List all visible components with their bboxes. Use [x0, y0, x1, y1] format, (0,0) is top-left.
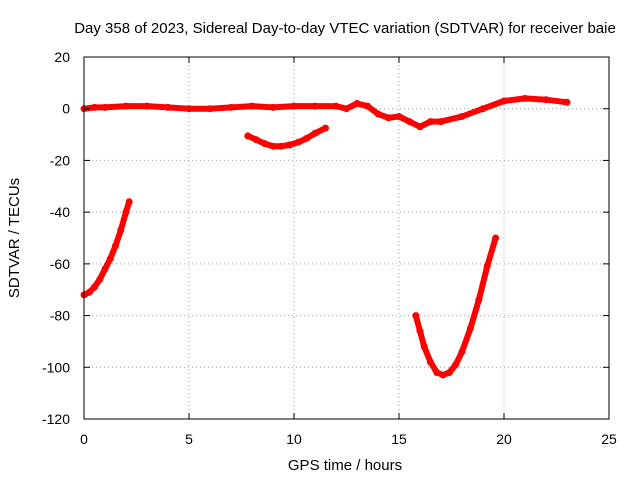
- data-point: [143, 102, 151, 110]
- data-point: [406, 118, 413, 126]
- y-tick-label: 20: [54, 49, 70, 65]
- data-point: [416, 123, 424, 131]
- plot-frame: [83, 56, 610, 420]
- data-point: [294, 138, 302, 146]
- data-point: [91, 103, 98, 111]
- data-point: [374, 110, 382, 118]
- data-point: [96, 275, 104, 283]
- data-point: [521, 94, 529, 102]
- data-point: [91, 283, 98, 291]
- y-tick-label: 0: [62, 101, 70, 117]
- data-point: [106, 255, 114, 263]
- data-point: [101, 103, 109, 111]
- series-arc-1: [81, 198, 133, 298]
- y-tick-label: -40: [50, 204, 70, 220]
- data-point: [164, 103, 172, 111]
- data-point: [206, 105, 214, 113]
- data-point: [343, 105, 350, 113]
- data-point: [395, 113, 403, 120]
- data-point: [479, 105, 487, 113]
- data-point: [353, 100, 361, 107]
- data-point: [412, 312, 420, 320]
- data-point: [303, 134, 311, 142]
- data-point: [416, 327, 424, 335]
- data-point: [269, 142, 277, 150]
- points-arc-1: [80, 198, 133, 299]
- data-point: [475, 296, 483, 304]
- points-arc-3: [412, 234, 500, 379]
- data-point: [117, 226, 125, 234]
- data-point: [385, 114, 392, 122]
- data-point: [445, 369, 453, 376]
- data-point: [269, 103, 277, 111]
- y-tick-label: -80: [50, 308, 70, 324]
- x-tick-label: 10: [286, 431, 302, 447]
- data-point: [452, 361, 460, 369]
- data-point: [122, 102, 130, 110]
- data-point: [563, 98, 571, 106]
- data-point: [483, 262, 491, 270]
- data-point: [112, 242, 119, 250]
- data-point: [122, 208, 130, 216]
- y-tick-label: -100: [42, 359, 70, 375]
- y-tick-label: -20: [50, 152, 70, 168]
- data-point: [433, 369, 441, 376]
- data-point: [311, 129, 319, 137]
- points-arc-2: [244, 124, 329, 150]
- points-main-trace: [80, 94, 571, 131]
- data-point: [286, 141, 294, 149]
- data-point: [85, 288, 93, 296]
- series-arc-2: [244, 125, 329, 150]
- data-point: [125, 198, 133, 206]
- data-point: [261, 140, 269, 148]
- data-point: [332, 102, 340, 110]
- data-point: [439, 371, 447, 379]
- data-point: [277, 142, 285, 150]
- axis-ticks: 0 5 10 15 20 25 -120 -100 -80 -60 -40 -20 0 20: [42, 49, 617, 447]
- data-point: [466, 325, 474, 332]
- data-point: [227, 103, 235, 111]
- data-point: [185, 105, 193, 113]
- data-point: [427, 358, 434, 366]
- data-point: [492, 234, 500, 242]
- data-point: [290, 102, 298, 110]
- data-point: [458, 113, 466, 120]
- x-tick-label: 5: [185, 431, 193, 447]
- data-point: [252, 136, 260, 144]
- x-tick-label: 20: [496, 431, 512, 447]
- data-point: [420, 343, 428, 351]
- data-point: [322, 124, 329, 132]
- data-series: [80, 94, 571, 379]
- data-point: [500, 97, 508, 105]
- y-tick-label: -120: [42, 411, 70, 427]
- x-tick-label: 0: [80, 431, 88, 447]
- data-point: [437, 118, 445, 126]
- x-tick-label: 15: [391, 431, 407, 447]
- data-point: [542, 96, 550, 104]
- data-point: [311, 102, 319, 110]
- series-main-trace: [81, 95, 570, 130]
- data-point: [364, 102, 371, 110]
- x-tick-label: 25: [601, 431, 617, 447]
- data-point: [248, 102, 256, 110]
- data-point: [101, 265, 109, 273]
- data-point: [244, 132, 252, 140]
- y-tick-label: -60: [50, 256, 70, 272]
- x-axis-label: GPS time / hours: [288, 457, 402, 474]
- data-point: [427, 118, 434, 126]
- y-axis-label: SDTVAR / TECUs: [6, 178, 23, 298]
- chart-title: Day 358 of 2023, Sidereal Day-to-day VTE…: [74, 20, 616, 37]
- data-point: [458, 348, 466, 356]
